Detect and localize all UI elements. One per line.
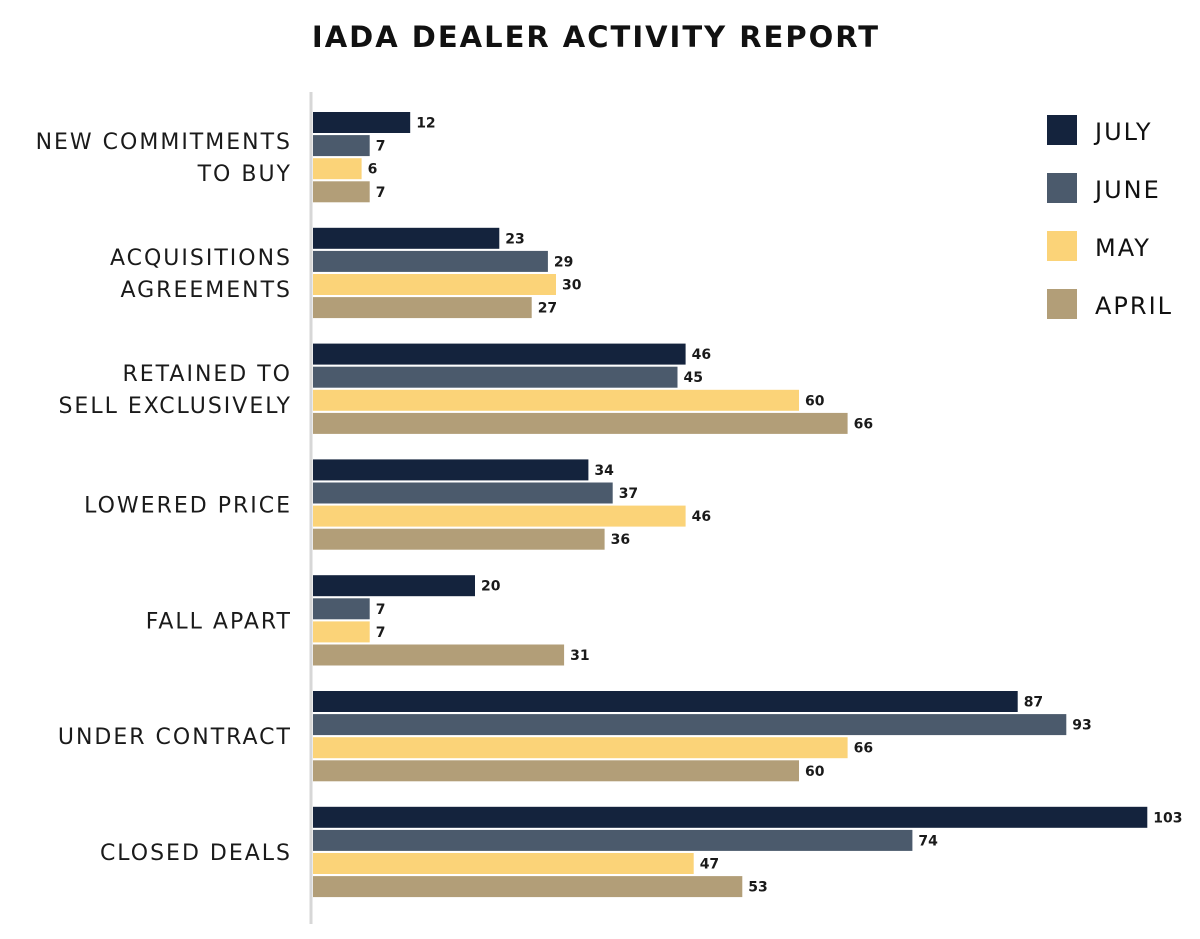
data-label: 53	[748, 880, 767, 896]
category-label: SELL EXCLUSIVELY	[58, 394, 292, 419]
bars-layer: 12 7 6 7 23 29 30 27 46 45 60 66 34 37 46 36 20 7 7 31 87 93 6…	[313, 112, 1183, 898]
category-label: AGREEMENTS	[120, 278, 292, 303]
chart-title: IADA DEALER ACTIVITY REPORT	[312, 20, 880, 54]
data-label: 6	[368, 162, 378, 178]
data-label: 46	[692, 347, 711, 363]
category-label: TO BUY	[197, 162, 292, 187]
bar-july	[313, 806, 1148, 828]
bar-july	[313, 343, 686, 365]
bar-may	[313, 737, 848, 759]
category-labels: NEW COMMITMENTS TO BUY ACQUISITIONS AGREEME…	[36, 130, 292, 866]
bar-june	[313, 135, 370, 157]
category-label: LOWERED PRICE	[84, 494, 292, 519]
data-label: 74	[918, 833, 938, 849]
category-label: NEW COMMITMENTS	[36, 130, 292, 155]
data-label: 34	[594, 463, 614, 479]
data-label: 20	[481, 579, 501, 595]
legend-swatch-june	[1047, 173, 1077, 203]
category-label: FALL APART	[146, 609, 292, 634]
bar-june	[313, 482, 613, 504]
data-label: 7	[376, 602, 386, 618]
legend-label-july: JULY	[1093, 118, 1153, 146]
data-label: 7	[376, 185, 386, 201]
data-label: 93	[1072, 718, 1091, 734]
data-label: 7	[376, 625, 386, 641]
data-label: 31	[570, 648, 589, 664]
legend: JULY JUNE MAY APRIL	[1047, 115, 1173, 320]
data-label: 23	[505, 231, 524, 247]
data-label: 47	[700, 857, 719, 873]
bar-april	[313, 528, 605, 550]
data-label: 60	[805, 764, 825, 780]
bar-may	[313, 621, 370, 643]
data-label: 46	[692, 509, 711, 525]
data-label: 87	[1024, 695, 1043, 711]
data-label: 29	[554, 254, 573, 270]
data-label: 66	[854, 416, 873, 432]
bar-july	[313, 575, 475, 597]
legend-label-may: MAY	[1095, 234, 1151, 262]
data-label: 7	[376, 139, 386, 155]
bar-may	[313, 274, 556, 295]
bar-june	[313, 829, 913, 851]
bar-april	[313, 181, 370, 203]
bar-july	[313, 691, 1018, 712]
bar-may	[313, 505, 686, 527]
category-label: UNDER CONTRACT	[58, 725, 292, 750]
bar-april	[313, 876, 743, 898]
bar-april	[313, 297, 532, 319]
bar-july	[313, 227, 500, 249]
category-label: CLOSED DEALS	[100, 841, 292, 866]
bar-april	[313, 760, 799, 782]
category-label: RETAINED TO	[122, 362, 292, 387]
bar-june	[313, 250, 548, 272]
bar-july	[313, 112, 411, 133]
legend-label-april: APRIL	[1095, 292, 1173, 320]
data-label: 66	[854, 741, 873, 757]
bar-april	[313, 412, 848, 434]
legend-swatch-april	[1047, 289, 1077, 319]
data-label: 27	[538, 301, 557, 317]
legend-swatch-may	[1047, 231, 1077, 261]
data-label: 60	[805, 393, 825, 409]
bar-june	[313, 366, 678, 388]
legend-label-june: JUNE	[1093, 176, 1161, 204]
bar-july	[313, 459, 589, 481]
bar-may	[313, 853, 694, 874]
bar-may	[313, 158, 362, 180]
data-label: 103	[1153, 810, 1182, 826]
legend-swatch-july	[1047, 115, 1077, 145]
bar-june	[313, 714, 1067, 736]
category-label: ACQUISITIONS	[110, 246, 292, 271]
bar-april	[313, 644, 565, 666]
data-label: 36	[611, 532, 630, 548]
data-label: 45	[684, 370, 703, 386]
bar-may	[313, 389, 799, 411]
data-label: 12	[416, 116, 435, 132]
data-label: 37	[619, 486, 638, 502]
data-label: 30	[562, 278, 582, 294]
bar-june	[313, 598, 370, 620]
